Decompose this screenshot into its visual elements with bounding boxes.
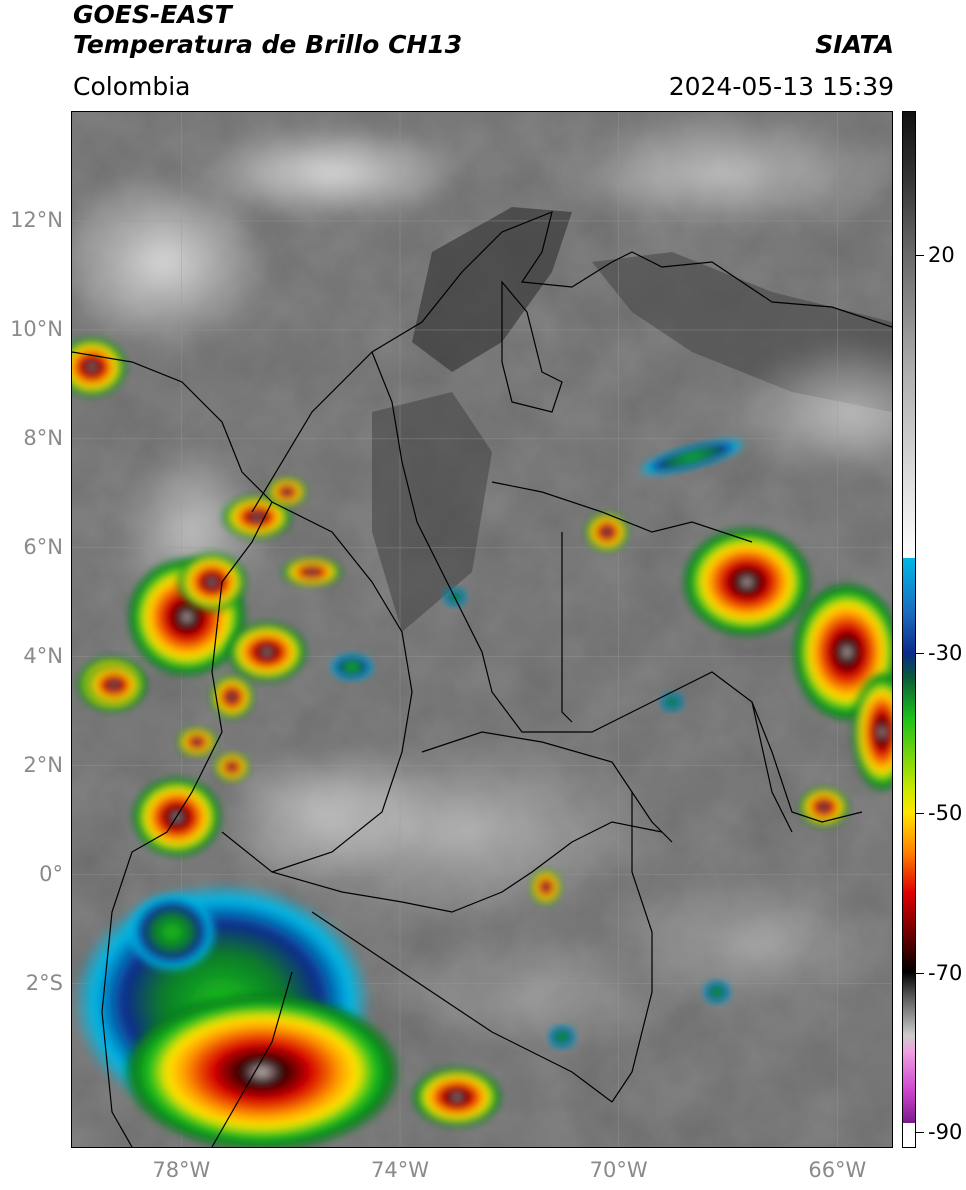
storm-cell-arauca — [585, 512, 629, 552]
storm-cell-panama — [72, 337, 127, 397]
dark-land-andes — [372, 392, 492, 632]
storm-cell-choco — [222, 495, 292, 539]
putumayo-border — [221, 821, 663, 913]
colorbar-tick-label: -70 — [928, 960, 963, 985]
pacific-coast — [72, 351, 273, 1147]
satellite-map — [71, 111, 893, 1148]
cloud-putumayo — [372, 932, 692, 1052]
colorbar-tick-mark — [916, 812, 924, 814]
brazil-border — [751, 701, 863, 823]
colorbar-tick-mark — [916, 1132, 924, 1134]
storm-cell-magdalena — [330, 653, 374, 681]
storm-cell-amazon-south — [412, 1067, 502, 1127]
storm-cell-se — [799, 787, 849, 827]
cloud-nw — [72, 172, 272, 352]
latitude-tick-label: 8°N — [23, 425, 63, 450]
ecuador-peru-border — [211, 971, 293, 1147]
caribbean-coast — [251, 211, 892, 513]
latitude-tick-label: 10°N — [10, 316, 63, 341]
storm-band-apure — [638, 438, 746, 476]
cloud-ne — [542, 112, 892, 232]
storm-system-southwest-core — [122, 992, 402, 1147]
map-canvas — [72, 112, 892, 1147]
colorbar-tick-mark — [916, 254, 924, 256]
longitude-tick-label: 78°W — [152, 1158, 211, 1182]
guaviare-border — [421, 731, 673, 843]
storm-cell-pacific-2 — [177, 552, 247, 612]
lake-maracaibo — [501, 280, 563, 413]
colorbar-tick-label: -30 — [928, 641, 963, 666]
storm-cell-ocean-w — [84, 663, 144, 707]
storm-cell-sw-north — [127, 892, 217, 972]
vichada-border — [561, 532, 573, 723]
latitude-tick-label: 6°N — [23, 534, 63, 559]
storm-cell-pacific-3 — [227, 622, 307, 682]
storm-cell-pacific-7 — [214, 752, 250, 782]
internal-border-1 — [371, 351, 793, 833]
colorbar — [902, 111, 916, 1148]
storm-cell-far-east — [852, 672, 892, 792]
longitude-tick-label: 66°W — [808, 1158, 867, 1182]
storm-cell-vichada — [660, 692, 684, 712]
colorbar-tick-mark — [916, 972, 924, 974]
internal-border-2 — [271, 501, 413, 873]
latitude-tick-label: 0° — [39, 861, 63, 886]
colorbar-tick-label: -50 — [928, 800, 963, 825]
peru-border — [311, 911, 613, 1103]
cloud-pacific-south — [212, 742, 432, 882]
cloud-east — [732, 342, 892, 482]
organization-label: SIATA — [815, 30, 894, 59]
title-satellite: GOES-EAST — [73, 0, 232, 29]
storm-cell-antioquia — [282, 557, 342, 587]
storm-cell-pacific-6 — [177, 727, 217, 757]
storm-cell-amazon-mid — [548, 1025, 576, 1049]
storm-cell-caqueta — [530, 869, 562, 905]
longitude-tick-label: 70°W — [589, 1158, 648, 1182]
title-block: GOES-EAST Temperatura de Brillo CH13 — [73, 0, 462, 60]
colorbar-tick-label: -90 — [928, 1120, 963, 1145]
longitude-tick-label: 74°W — [371, 1158, 429, 1182]
venezuela-border — [491, 481, 753, 543]
latitude-tick-label: 2°N — [23, 752, 63, 777]
storm-cell-venezuela-east — [682, 527, 812, 637]
latitude-tick-label: 12°N — [10, 207, 63, 232]
cloud-north — [192, 122, 472, 222]
colorbar-tick-label: 20 — [928, 242, 955, 267]
storm-cell-amazon-east — [703, 980, 731, 1004]
colorbar-tick-mark — [916, 653, 924, 655]
latitude-tick-label: 4°N — [23, 643, 63, 668]
storm-cell-pacific-5 — [210, 675, 254, 719]
coastline-and-borders — [72, 211, 892, 1147]
dark-land-guajira — [412, 207, 572, 372]
region-label: Colombia — [73, 72, 191, 101]
datetime-label: 2024-05-13 15:39 — [668, 72, 894, 101]
title-product: Temperatura de Brillo CH13 — [73, 30, 463, 59]
amazonas-border — [611, 792, 653, 1103]
storm-cell-uraba — [267, 477, 307, 507]
latitude-tick-label: 2°S — [25, 970, 63, 995]
